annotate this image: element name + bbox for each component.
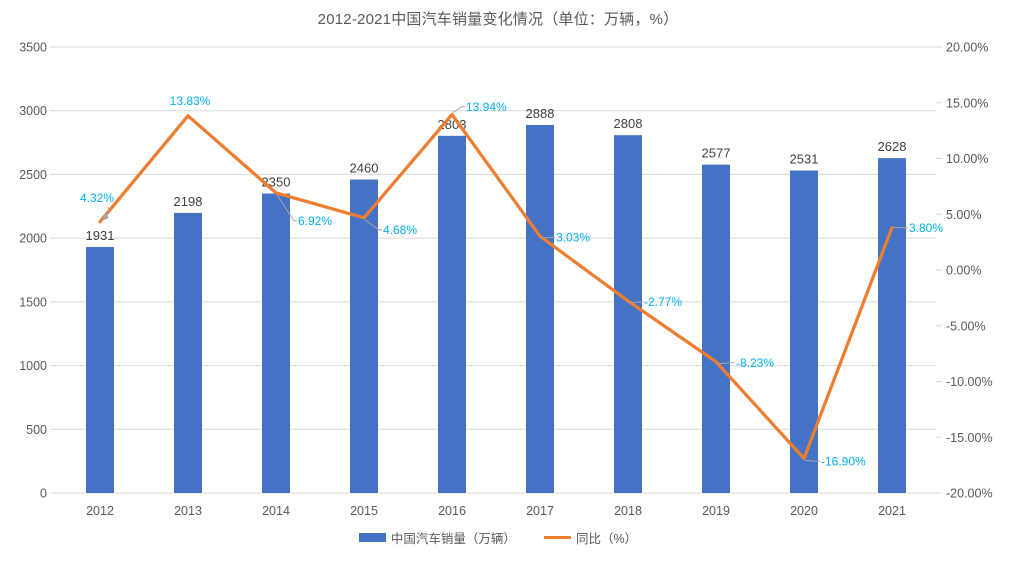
label-leader-line	[628, 301, 643, 304]
right-axis-tick-label: 5.00%	[946, 208, 981, 222]
bar-value-label: 2198	[174, 194, 203, 209]
right-axis-tick-label: -10.00%	[946, 375, 993, 389]
bar	[262, 193, 290, 494]
label-leader-line	[276, 194, 297, 222]
line-series-swatch	[543, 535, 571, 540]
legend-label-yoy: 同比（%）	[575, 532, 638, 546]
right-axis-tick-label: 10.00%	[946, 152, 988, 166]
left-axis-tick-label: 3000	[19, 104, 47, 118]
right-axis-tick-label: 0.00%	[946, 264, 981, 278]
bar	[614, 135, 642, 493]
bar	[350, 179, 378, 494]
pct-value-label: -16.90%	[821, 455, 866, 469]
x-axis-label: 2017	[526, 504, 554, 518]
bar	[878, 158, 906, 493]
bar-value-label: 2628	[878, 139, 907, 154]
pct-value-label: 13.94%	[466, 100, 507, 114]
left-axis-tick-label: 2500	[19, 168, 47, 182]
x-axis-label: 2021	[878, 504, 906, 518]
pct-value-label: -2.77%	[644, 295, 682, 309]
left-axis-tick-label: 0	[40, 487, 47, 501]
right-axis-tick-label: 20.00%	[946, 41, 988, 55]
yoy-line	[98, 112, 894, 461]
x-axis-label: 2020	[790, 504, 818, 518]
x-axis-label: 2019	[702, 504, 730, 518]
pct-value-label: 4.68%	[383, 223, 417, 237]
pct-value-label: 13.83%	[170, 94, 211, 108]
pct-value-label: 3.80%	[909, 221, 943, 235]
left-axis-tick-label: 3500	[19, 41, 47, 55]
label-leader-line	[804, 459, 820, 462]
label-leader-line	[540, 236, 555, 239]
label-leader-line	[716, 362, 735, 365]
left-axis-tick-label: 1500	[19, 295, 47, 309]
bar-value-label: 2577	[702, 146, 731, 161]
right-axis-tick-label: -5.00%	[946, 319, 986, 333]
bar-value-label: 1931	[86, 228, 115, 243]
bar-value-label: 2531	[790, 151, 819, 166]
chart-title: 2012-2021中国汽车销量变化情况（单位：万辆，%）	[317, 11, 679, 28]
x-axis-label: 2018	[614, 504, 642, 518]
left-axis-tick-label: 1000	[19, 359, 47, 373]
pct-value-label: 4.32%	[80, 191, 114, 205]
x-axis-label: 2013	[174, 504, 202, 518]
bar-series-swatch	[358, 533, 386, 542]
bar	[174, 212, 202, 494]
bar-value-label: 2808	[614, 116, 643, 131]
bar	[438, 135, 466, 493]
legend-item-sales: 中国汽车销量（万辆）	[358, 528, 516, 547]
pct-value-label: -8.23%	[736, 356, 774, 370]
bar	[790, 170, 818, 494]
leader-arrowhead	[102, 212, 109, 221]
left-axis-tick-label: 2000	[19, 232, 47, 246]
x-axis-label: 2016	[438, 504, 466, 518]
legend-item-yoy: 同比（%）	[543, 528, 638, 547]
label-leader-line	[452, 106, 465, 113]
x-axis-label: 2012	[86, 504, 114, 518]
bar-value-label: 2460	[350, 161, 379, 176]
pct-value-label: 6.92%	[298, 214, 332, 228]
bar	[86, 246, 114, 493]
bar	[702, 164, 730, 493]
x-axis-label: 2014	[262, 504, 290, 518]
bar	[526, 124, 554, 494]
label-leader-line	[364, 219, 382, 231]
pct-value-label: 3.03%	[556, 230, 590, 244]
right-axis-tick-label: 15.00%	[946, 96, 988, 110]
legend-label-sales: 中国汽车销量（万辆）	[390, 532, 516, 546]
right-axis-tick-label: -15.00%	[946, 431, 993, 445]
x-axis-label: 2015	[350, 504, 378, 518]
right-axis-tick-label: -20.00%	[946, 487, 993, 501]
legend: 中国汽车销量（万辆） 同比（%）	[0, 528, 996, 547]
bar-value-label: 2888	[526, 106, 555, 121]
left-axis-tick-label: 500	[26, 423, 47, 437]
